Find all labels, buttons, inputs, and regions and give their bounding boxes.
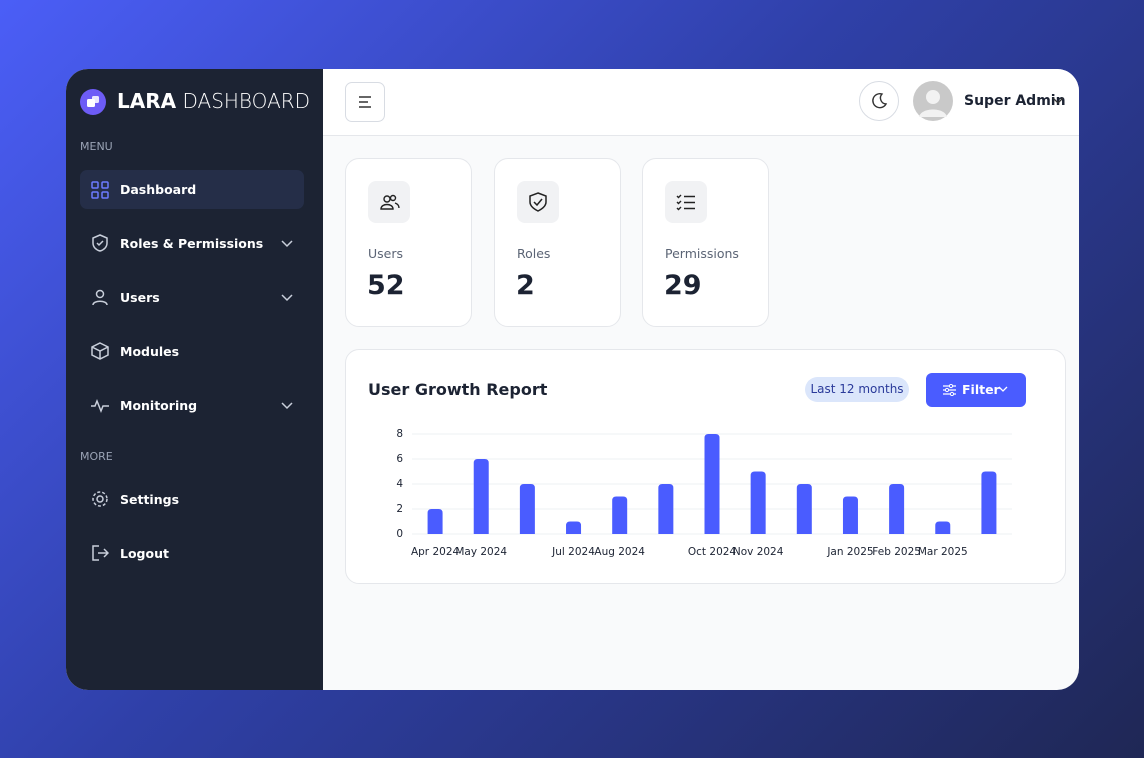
x-tick-label: Jul 2024	[551, 546, 595, 558]
bar	[427, 509, 443, 534]
bar	[981, 471, 997, 534]
icon	[92, 289, 108, 306]
bar	[796, 484, 812, 534]
icon	[529, 192, 547, 212]
stat-label: Permissions	[665, 246, 739, 261]
nav-item[interactable]: Modules	[120, 344, 180, 359]
stat-label: Roles	[517, 246, 551, 261]
x-tick-label: Nov 2024	[733, 546, 784, 558]
range-badge[interactable]: Last 12 months	[805, 377, 909, 402]
chart-title: User Growth Report	[368, 380, 548, 399]
chevron	[1052, 97, 1064, 104]
y-tick-label: 0	[396, 528, 403, 540]
nav-item[interactable]: Monitoring	[120, 398, 198, 413]
x-tick-label: Mar 2025	[918, 546, 968, 558]
bar	[473, 459, 489, 534]
x-tick-label: Apr 2024	[411, 546, 460, 558]
theme-toggle[interactable]	[859, 81, 899, 121]
bar	[889, 484, 905, 534]
y-tick-label: 6	[396, 453, 403, 465]
brand: LARA DASHBOARD	[117, 89, 310, 113]
stat-value: 52	[367, 270, 405, 301]
stat-card	[345, 158, 472, 327]
stat-label: Users	[368, 246, 404, 261]
icon	[872, 92, 888, 109]
filter-button[interactable]: Filter	[926, 373, 1026, 407]
avatar[interactable]	[913, 81, 953, 121]
stat-icon-box	[665, 181, 707, 223]
bar	[519, 484, 535, 534]
nav-item[interactable]: Settings	[120, 492, 180, 507]
icon	[91, 342, 109, 360]
bar	[612, 496, 628, 534]
icon	[91, 398, 109, 414]
x-tick-label: May 2024	[455, 546, 507, 558]
y-tick-label: 2	[396, 503, 403, 515]
x-tick-label: Feb 2025	[872, 546, 921, 558]
active-item-bg	[80, 170, 304, 209]
x-tick-label: Jan 2025	[826, 546, 873, 558]
bar	[750, 471, 766, 534]
stat-icon-box	[517, 181, 559, 223]
nav-item[interactable]: Logout	[120, 546, 169, 561]
bar	[935, 521, 951, 534]
stat-value: 2	[516, 270, 535, 301]
stat-icon-box	[368, 181, 410, 223]
icon	[92, 234, 108, 252]
menu-toggle[interactable]	[345, 82, 385, 122]
bar	[566, 521, 582, 534]
icon	[676, 194, 695, 211]
chevron	[998, 386, 1008, 392]
nav-item[interactable]: Roles & Permissions	[120, 236, 264, 251]
brand-bold: LARA	[117, 89, 177, 113]
bar	[704, 434, 720, 534]
nav-item[interactable]: Dashboard	[120, 182, 197, 197]
logo	[80, 89, 106, 115]
stat-value: 29	[664, 270, 702, 301]
header	[323, 69, 1079, 136]
chevrons	[281, 240, 293, 410]
section-title: MORE	[80, 450, 113, 463]
bar	[842, 496, 858, 534]
icon	[943, 384, 956, 396]
x-tick-label: Oct 2024	[688, 546, 737, 558]
x-tick-label: Aug 2024	[594, 546, 645, 558]
icon	[92, 545, 109, 561]
bar	[658, 484, 674, 534]
brand-light: DASHBOARD	[182, 89, 311, 113]
icon	[92, 491, 108, 507]
icon	[380, 194, 400, 210]
user-name[interactable]: Super Admin	[964, 93, 1066, 109]
filter-label: Filter	[962, 382, 1000, 397]
nav-item[interactable]: Users	[120, 290, 160, 305]
icon	[91, 181, 109, 199]
icon	[359, 96, 371, 108]
section-title: MENU	[80, 140, 113, 153]
y-tick-label: 8	[396, 428, 403, 440]
y-tick-label: 4	[396, 478, 403, 490]
